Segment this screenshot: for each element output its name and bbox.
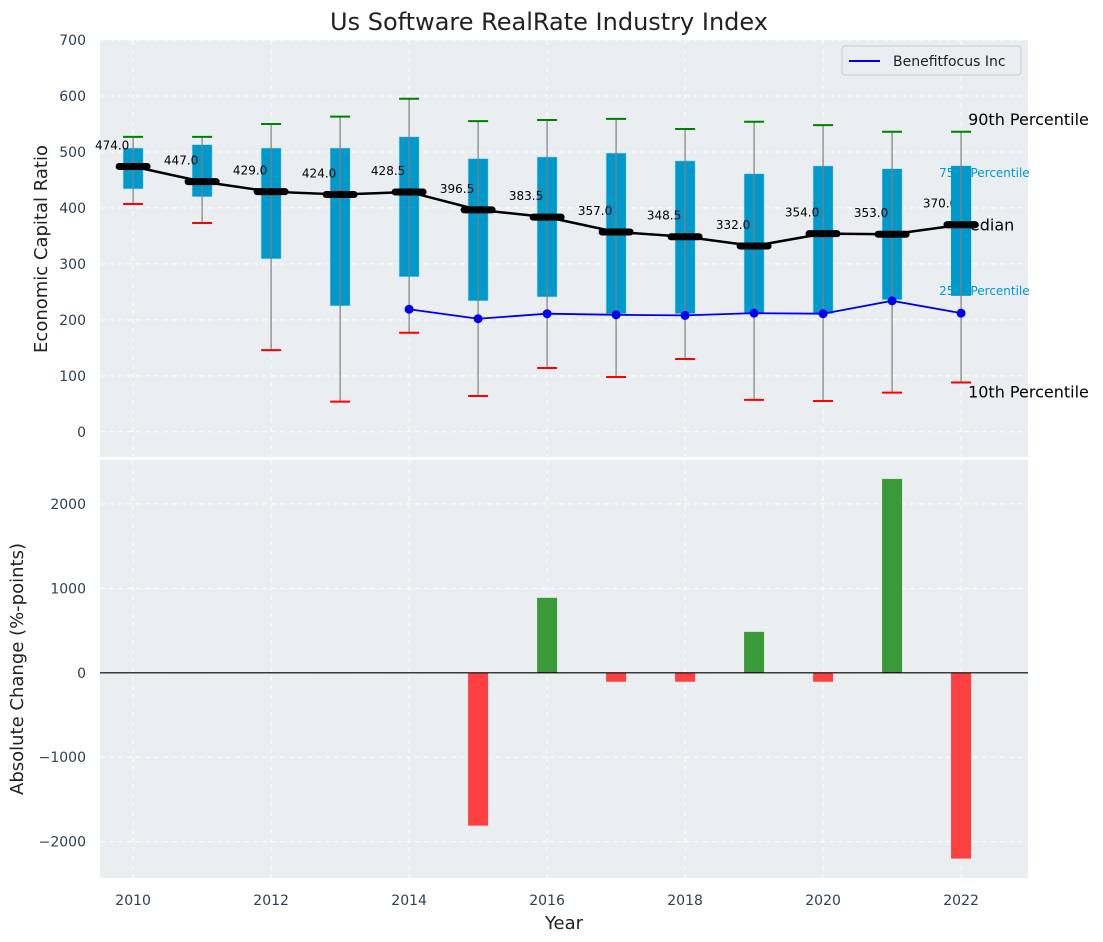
median-value-labels: 474.0 447.0 429.0 424.0 428.5 396.5 383.5 357.0… (95, 138, 957, 231)
company-point (542, 309, 552, 319)
median-value-label: 447.0 (164, 154, 198, 168)
median-series (115, 162, 979, 250)
top-plot-area: 0 100 200 300 400 500 600 700 474.0 447.0 429.0 42… (31, 33, 1089, 457)
top-plot-background (100, 40, 1028, 457)
change-bar (813, 672, 834, 682)
median-value-label: 370.0 (923, 197, 957, 211)
p90-annotation: 90th Percentile (968, 110, 1089, 129)
median-value-label: 354.0 (785, 206, 819, 220)
change-bars (468, 478, 972, 859)
bottom-plot-area: −2000 −1000 0 1000 2000 2010 2012 2014 2016 2018… (7, 460, 1028, 934)
company-point (680, 310, 690, 320)
legend: Benefitfocus Inc (841, 45, 1022, 76)
bottom-y-tick: 0 (77, 666, 86, 682)
company-point (887, 296, 897, 306)
x-tick: 2016 (529, 893, 565, 909)
x-tick-labels: 2010 2012 2014 2016 2018 2020 2022 (115, 893, 979, 909)
change-bar (951, 672, 972, 859)
median-value-label: 474.0 (95, 138, 129, 152)
bottom-y-tick: 1000 (50, 581, 86, 597)
median-value-label: 357.0 (578, 204, 612, 218)
top-y-tick: 500 (59, 145, 86, 161)
median-value-label: 332.0 (716, 218, 750, 232)
top-y-tick: 600 (59, 89, 86, 105)
change-bar (882, 478, 903, 673)
legend-label: Benefitfocus Inc (893, 54, 1006, 70)
top-y-tick: 400 (59, 201, 86, 217)
top-y-tick: 100 (59, 369, 86, 385)
change-bar (744, 631, 765, 673)
change-bar (537, 597, 558, 673)
company-point (818, 309, 828, 319)
bottom-y-tick: 2000 (50, 497, 86, 513)
median-value-label: 383.5 (509, 189, 543, 203)
bottom-y-tick: −1000 (39, 750, 86, 766)
bottom-y-tick-labels: −2000 −1000 0 1000 2000 (39, 497, 86, 851)
change-bar (675, 672, 696, 682)
median-value-label: 428.5 (371, 164, 405, 178)
x-axis-label: Year (544, 913, 584, 934)
company-point (611, 310, 621, 320)
p10-annotation: 10th Percentile (968, 383, 1089, 402)
change-bar (606, 672, 627, 682)
company-point (749, 308, 759, 318)
legend-box (841, 45, 1022, 76)
x-tick: 2022 (943, 893, 979, 909)
x-tick: 2018 (667, 893, 703, 909)
top-y-tick: 700 (59, 33, 86, 49)
bottom-y-tick: −2000 (39, 835, 86, 851)
top-y-tick-labels: 0 100 200 300 400 500 600 700 (59, 33, 86, 441)
median-value-label: 424.0 (302, 166, 336, 180)
chart-title: Us Software RealRate Industry Index (330, 8, 768, 36)
median-value-label: 348.5 (647, 209, 681, 223)
median-value-label: 353.0 (854, 206, 888, 220)
x-tick: 2014 (391, 893, 427, 909)
x-tick: 2012 (253, 893, 289, 909)
median-value-label: 396.5 (440, 182, 474, 196)
top-y-axis-label: Economic Capital Ratio (31, 145, 52, 353)
top-y-tick: 0 (77, 425, 86, 441)
x-tick: 2010 (115, 893, 151, 909)
company-point (404, 304, 414, 314)
bottom-y-axis-label: Absolute Change (%-points) (7, 543, 28, 795)
company-point (473, 314, 483, 324)
top-y-tick: 200 (59, 313, 86, 329)
bottom-plot-background (100, 460, 1028, 878)
company-series (404, 296, 966, 324)
median-value-label: 429.0 (233, 164, 267, 178)
x-tick: 2020 (805, 893, 841, 909)
company-point (956, 308, 966, 318)
change-bar (468, 672, 489, 826)
top-y-tick: 300 (59, 257, 86, 273)
